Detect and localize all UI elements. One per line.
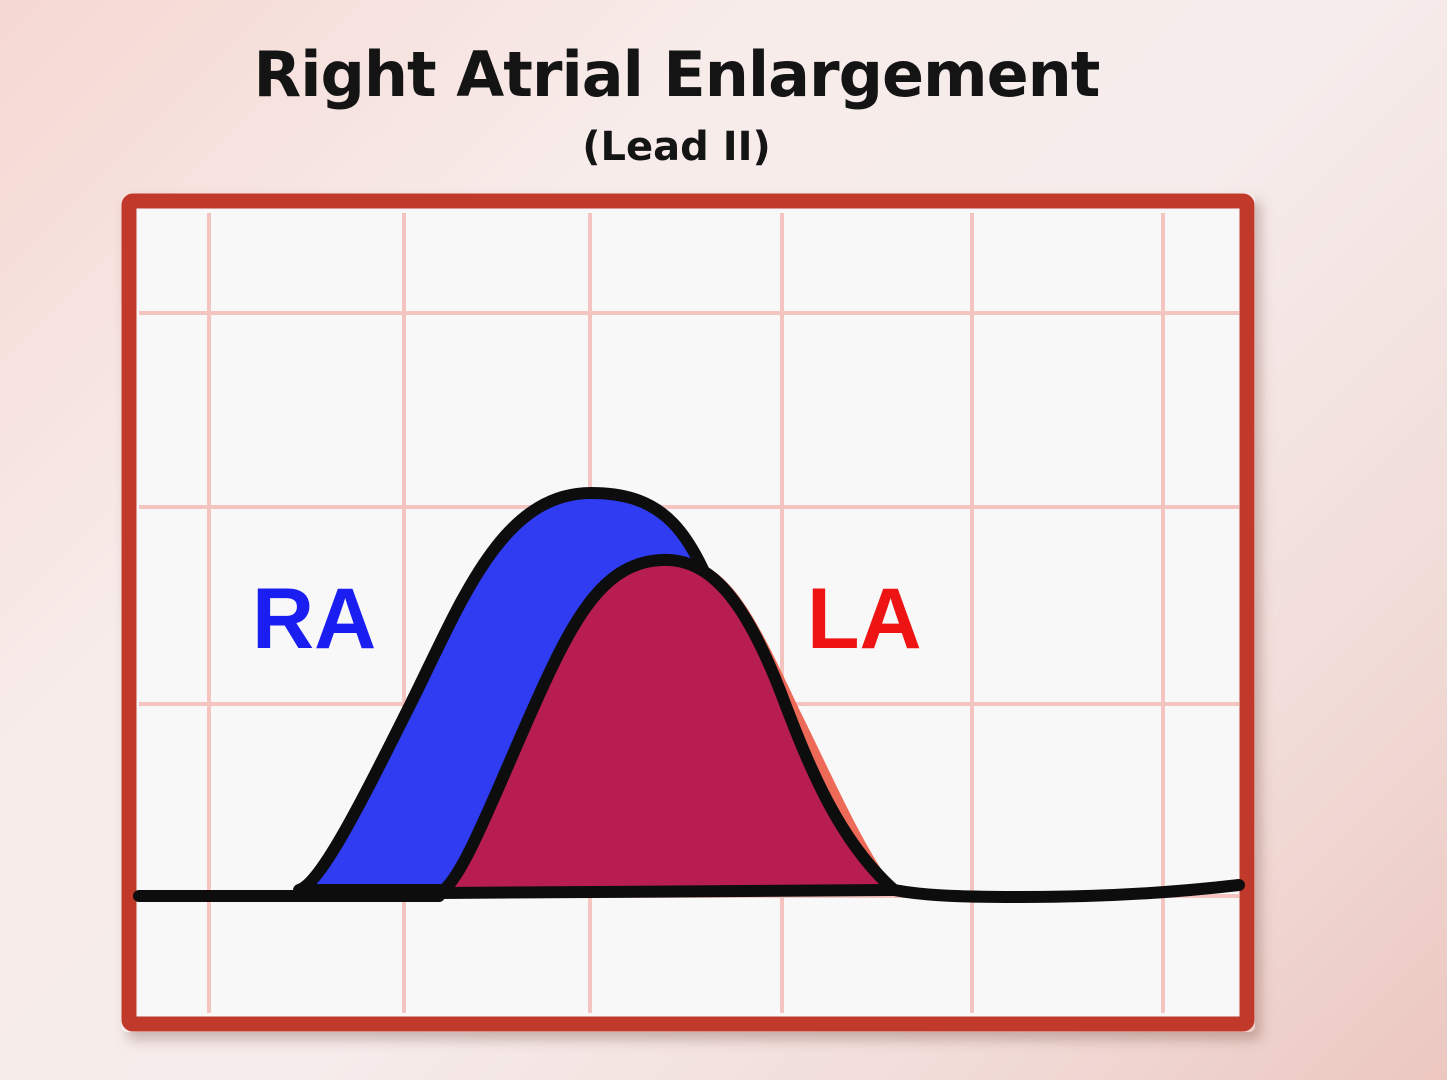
ra-label: RA — [252, 571, 376, 667]
la-wave — [433, 553, 900, 899]
diagram-title: Right Atrial Enlargement — [253, 38, 1101, 111]
ecg-baseline-trace — [133, 879, 1245, 904]
la-label: LA — [807, 571, 922, 667]
ecg-frame: RA LA — [121, 193, 1255, 1032]
lead-subtitle: (Lead II) — [582, 124, 771, 170]
ecg-diagram: RA LA — [121, 193, 1255, 1032]
